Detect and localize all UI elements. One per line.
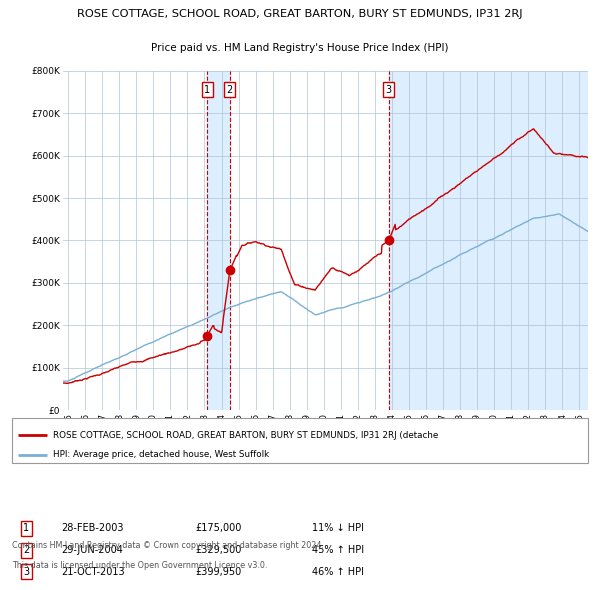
Text: 3: 3: [23, 567, 29, 577]
Text: 28-FEB-2003: 28-FEB-2003: [61, 523, 124, 533]
Text: Price paid vs. HM Land Registry's House Price Index (HPI): Price paid vs. HM Land Registry's House …: [151, 43, 449, 53]
Text: 2: 2: [23, 545, 29, 555]
FancyBboxPatch shape: [12, 418, 588, 463]
Text: ROSE COTTAGE, SCHOOL ROAD, GREAT BARTON, BURY ST EDMUNDS, IP31 2RJ (detache: ROSE COTTAGE, SCHOOL ROAD, GREAT BARTON,…: [53, 431, 438, 440]
Text: £175,000: £175,000: [195, 523, 242, 533]
Text: HPI: Average price, detached house, West Suffolk: HPI: Average price, detached house, West…: [53, 450, 269, 460]
Text: 11% ↓ HPI: 11% ↓ HPI: [311, 523, 364, 533]
Text: 1: 1: [23, 523, 29, 533]
Text: 2: 2: [227, 85, 233, 95]
Text: £399,950: £399,950: [195, 567, 241, 577]
Text: This data is licensed under the Open Government Licence v3.0.: This data is licensed under the Open Gov…: [12, 560, 268, 570]
Bar: [389, 71, 588, 410]
Text: 45% ↑ HPI: 45% ↑ HPI: [311, 545, 364, 555]
Text: 1: 1: [204, 85, 210, 95]
Text: 29-JUN-2004: 29-JUN-2004: [61, 545, 123, 555]
Text: ROSE COTTAGE, SCHOOL ROAD, GREAT BARTON, BURY ST EDMUNDS, IP31 2RJ: ROSE COTTAGE, SCHOOL ROAD, GREAT BARTON,…: [77, 9, 523, 19]
Text: 46% ↑ HPI: 46% ↑ HPI: [311, 567, 364, 577]
Text: Contains HM Land Registry data © Crown copyright and database right 2024.: Contains HM Land Registry data © Crown c…: [12, 541, 324, 550]
Text: 21-OCT-2013: 21-OCT-2013: [61, 567, 125, 577]
Text: £329,500: £329,500: [195, 545, 242, 555]
Text: 3: 3: [386, 85, 392, 95]
Bar: [207, 71, 230, 410]
